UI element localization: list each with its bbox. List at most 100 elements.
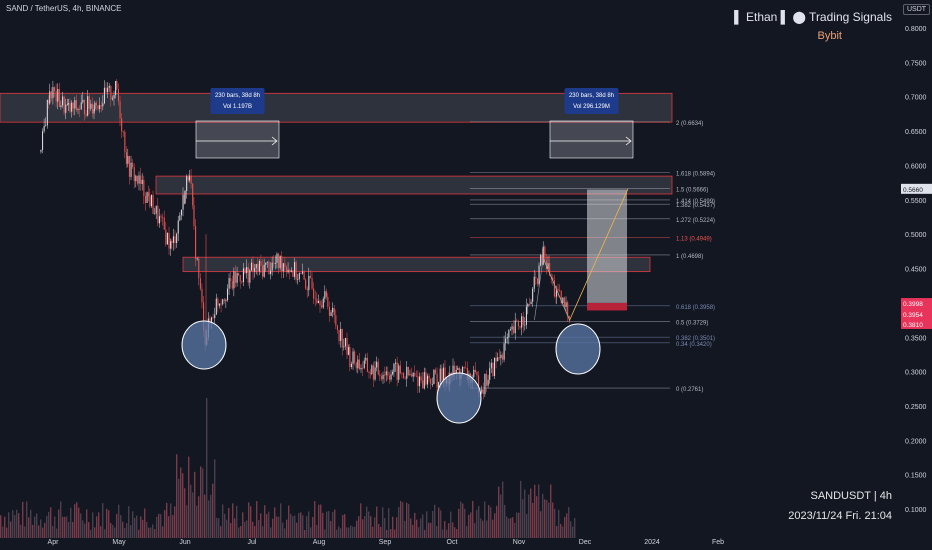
candle-body xyxy=(209,318,211,322)
candle-body xyxy=(466,367,468,380)
volume-bar xyxy=(328,511,330,538)
volume-bar xyxy=(248,502,250,538)
currency-button[interactable]: USDT xyxy=(903,4,931,15)
candle-body xyxy=(412,372,414,377)
volume-bar xyxy=(482,520,484,538)
volume-bar xyxy=(534,484,536,538)
candle-body xyxy=(276,253,278,264)
candle-body xyxy=(230,278,232,281)
candle-body xyxy=(279,256,281,269)
x-tick-label: Jul xyxy=(248,539,257,546)
candle-body xyxy=(535,276,537,279)
volume-bar xyxy=(86,509,88,538)
volume-bar xyxy=(262,526,264,538)
volume-bar xyxy=(68,522,70,538)
volume-bar xyxy=(160,514,162,538)
volume-bar xyxy=(114,527,116,538)
volume-bar xyxy=(550,484,552,538)
candle-body xyxy=(211,317,213,322)
candle-body xyxy=(43,125,45,132)
candle-body xyxy=(48,100,50,104)
candle-body xyxy=(162,217,164,219)
volume-bar xyxy=(444,521,446,538)
candle-body xyxy=(193,205,195,227)
volume-bar xyxy=(446,529,448,538)
fib-label: 1.272 (0.5224) xyxy=(676,218,715,224)
candle-body xyxy=(536,278,538,285)
volume-bar xyxy=(192,492,194,538)
y-tick-label: 0.1000 xyxy=(905,507,927,514)
watermark-datetime: 2023/11/24 Fri. 21:04 xyxy=(788,510,892,522)
candle-body xyxy=(133,167,135,182)
candle-body xyxy=(492,362,494,377)
fib-label: 2 (0.6634) xyxy=(676,121,703,127)
candle-body xyxy=(108,86,110,88)
volume-bar xyxy=(172,515,174,538)
volume-bar xyxy=(64,516,66,538)
y-tick-label: 0.3500 xyxy=(905,335,927,342)
candle-body xyxy=(65,104,67,113)
volume-bar xyxy=(478,506,480,538)
candle-body xyxy=(138,175,140,184)
volume-bar xyxy=(528,494,530,538)
volume-bar xyxy=(406,502,408,538)
volume-bar xyxy=(432,510,434,538)
volume-bar xyxy=(288,505,290,538)
candle-body xyxy=(368,371,370,374)
volume-bar xyxy=(242,512,244,538)
volume-bar xyxy=(196,505,198,538)
volume-bar xyxy=(314,501,316,538)
volume-bar xyxy=(404,520,406,538)
candle-body xyxy=(88,96,90,109)
volume-bar xyxy=(84,523,86,538)
candle-body xyxy=(52,87,54,99)
volume-bar xyxy=(356,520,358,538)
candle-body xyxy=(376,361,378,368)
volume-bar xyxy=(380,526,382,538)
y-tick-label: 0.2500 xyxy=(905,404,927,411)
volume-bar xyxy=(566,513,568,538)
symbol-header: SAND / TetherUS, 4h, BINANCE xyxy=(6,4,122,13)
volume-bar xyxy=(548,502,550,538)
candle-body xyxy=(223,299,225,301)
volume-bar xyxy=(296,522,298,538)
candle-body xyxy=(387,371,389,376)
candle-body xyxy=(172,236,174,243)
candle-body xyxy=(140,175,142,184)
candle-body xyxy=(484,373,486,395)
volume-bar xyxy=(500,494,502,538)
volume-bar xyxy=(470,512,472,538)
volume-bar xyxy=(244,521,246,538)
candle-body xyxy=(395,362,397,364)
volume-bar xyxy=(438,507,440,538)
volume-bar xyxy=(60,501,62,538)
candle-body xyxy=(562,297,564,304)
volume-bar xyxy=(452,522,454,538)
candle-body xyxy=(45,125,47,127)
volume-bar xyxy=(462,503,464,538)
candle-body xyxy=(525,306,527,325)
volume-bar xyxy=(300,512,302,538)
candle-body xyxy=(186,176,188,191)
volume-bar xyxy=(332,512,334,538)
candle-body xyxy=(392,371,394,375)
volume-bar xyxy=(364,516,366,538)
volume-bar xyxy=(12,510,14,538)
volume-bar xyxy=(344,514,346,538)
candle-body xyxy=(135,175,137,182)
candle-body xyxy=(423,372,425,389)
candle-body xyxy=(547,263,549,270)
candle-body xyxy=(385,371,387,376)
volume-bar xyxy=(44,522,46,538)
candle-body xyxy=(297,279,299,280)
volume-bar xyxy=(62,516,64,538)
candle-body xyxy=(119,101,121,119)
candle-body xyxy=(46,100,48,126)
candle-body xyxy=(544,246,546,261)
volume-bar xyxy=(414,512,416,538)
candle-body xyxy=(105,87,107,93)
highlight-circle xyxy=(555,323,601,375)
volume-bar xyxy=(4,516,6,538)
candle-body xyxy=(348,347,350,355)
